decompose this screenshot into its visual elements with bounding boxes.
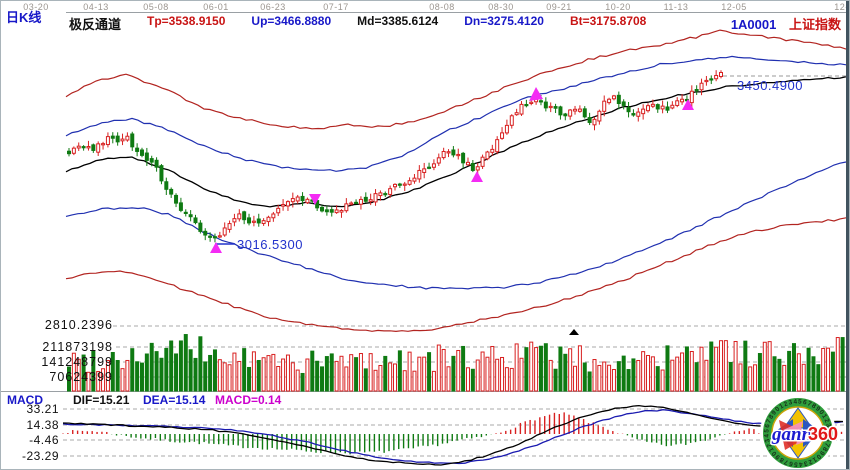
date-label: 10-20 (605, 2, 631, 12)
macd-dif-value: DIF=15.21 (73, 393, 130, 407)
date-label: 08-08 (429, 2, 455, 12)
price-axis-label: 2810.2396 (44, 318, 113, 332)
volume-axis-label: 211873198 (42, 340, 113, 354)
indicator-value: Md=3385.6124 (357, 14, 439, 28)
date-label: 09-21 (546, 2, 572, 12)
volume-axis-label: 141248799 (41, 355, 113, 369)
date-label: 05-08 (143, 2, 169, 12)
indicator-value: Up=3466.8880 (251, 14, 332, 28)
symbol-info: 1A0001 上证指数 (731, 14, 841, 33)
date-label: 12-05 (721, 2, 747, 12)
indicator-name[interactable]: 极反通道 (69, 17, 122, 32)
chart-type-label[interactable]: 日K线 (6, 10, 42, 25)
svg-text:gann: gann (771, 424, 812, 445)
date-label: 06-01 (203, 2, 229, 12)
indicator-row: 极反通道 Tp=3538.9150 Up=3466.8880 Md=3385.612… (69, 14, 646, 33)
date-label: 08-30 (488, 2, 514, 12)
indicator-values: Tp=3538.9150 Up=3466.8880 Md=3385.6124 Dn=3… (147, 14, 646, 33)
gann360-logo: 5678901234567890123456789012345678901234… (760, 395, 840, 469)
macd-pane-title[interactable]: MACD (7, 393, 43, 407)
timeline-divider (66, 12, 849, 13)
macd-axis-label: 14.38 (26, 418, 59, 432)
volume-axis-label: 70624399 (49, 370, 113, 384)
macd-axis-label: -4.46 (29, 433, 59, 447)
symbol-code[interactable]: 1A0001 (730, 17, 777, 32)
symbol-name[interactable]: 上证指数 (788, 17, 841, 32)
indicator-value: Dn=3275.4120 (464, 14, 544, 28)
indicator-value: Bt=3175.8708 (569, 14, 647, 28)
indicator-value: Tp=3538.9150 (147, 14, 226, 28)
low-price-annotation: 3016.5300 (237, 237, 303, 252)
date-label: 11-13 (663, 2, 689, 12)
date-label: 12-27 (834, 2, 849, 12)
macd-dea-value: DEA=15.14 (143, 393, 206, 407)
last-price-annotation: 3450.4900 (737, 78, 803, 93)
macd-axis-label: 33.21 (26, 402, 59, 416)
date-label: 07-17 (323, 2, 349, 12)
macd-axis-label: -23.29 (21, 449, 59, 463)
date-label: 03-20 (23, 2, 49, 12)
window-right-border (846, 1, 849, 469)
date-label: 06-23 (260, 2, 286, 12)
date-label: 04-13 (83, 2, 109, 12)
macd-value: MACD=0.14 (215, 393, 282, 407)
svg-text:360: 360 (808, 424, 838, 444)
